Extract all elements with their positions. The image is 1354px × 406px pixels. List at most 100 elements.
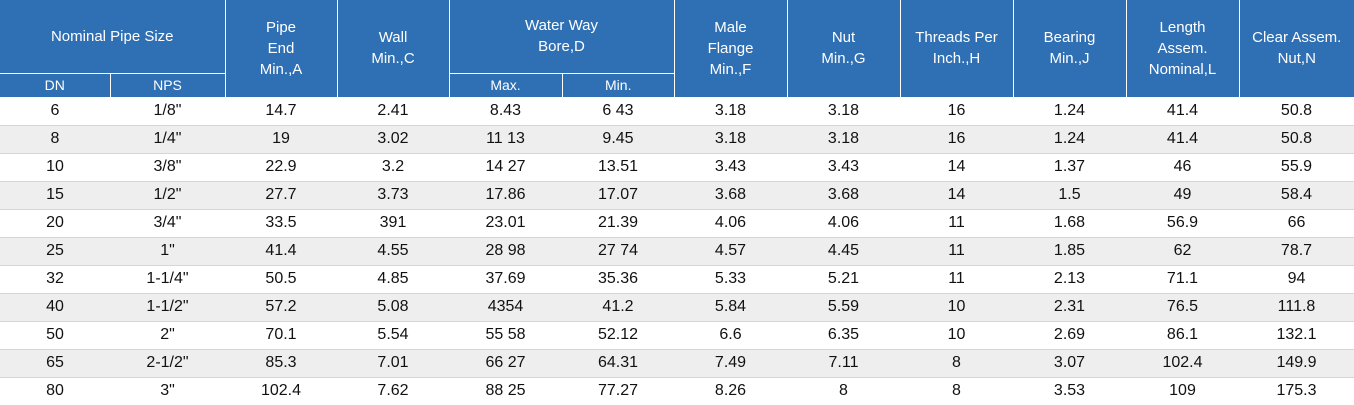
cell-threads: 16 [900,125,1013,154]
table-row: 15 1/2" 27.7 3.73 17.86 17.07 3.68 3.68 14 1.5 49 5… [0,181,1354,210]
table-row: 8 1/4" 19 3.02 11 13 9.45 3.18 3.18 16 1.24 41.4 50… [0,125,1354,154]
cell-nut: 5.59 [787,293,900,322]
cell-nps: 3/4" [110,209,225,238]
cell-nut: 5.21 [787,265,900,294]
cell-threads: 16 [900,97,1013,126]
cell-male-flange: 3.43 [674,153,787,182]
cell-bore-max: 28 98 [449,237,562,266]
cell-pipe-end: 14.7 [225,97,337,126]
cell-wall: 7.62 [337,377,449,406]
cell-wall: 3.2 [337,153,449,182]
cell-clear: 58.4 [1239,181,1354,210]
cell-wall: 4.85 [337,265,449,294]
cell-nps: 1/8" [110,97,225,126]
table-row: 6 1/8" 14.7 2.41 8.43 6 43 3.18 3.18 16 1.24 41.4 5… [0,97,1354,126]
cell-bore-min: 41.2 [562,293,674,322]
cell-length: 76.5 [1126,293,1239,322]
cell-clear: 78.7 [1239,237,1354,266]
cell-length: 71.1 [1126,265,1239,294]
cell-bore-max: 17.86 [449,181,562,210]
header-pipe-end: Pipe End Min.,A [225,0,338,98]
cell-nps: 2" [110,321,225,350]
cell-dn: 65 [0,349,110,378]
header-male-flange: Male Flange Min.,F [674,0,788,98]
cell-clear: 50.8 [1239,125,1354,154]
cell-threads: 8 [900,349,1013,378]
table-row: 25 1" 41.4 4.55 28 98 27 74 4.57 4.45 11 1.85 62 78… [0,237,1354,266]
cell-pipe-end: 57.2 [225,293,337,322]
cell-nut: 3.18 [787,97,900,126]
cell-clear: 111.8 [1239,293,1354,322]
header-water-way: Water Way Bore,D [449,0,675,74]
cell-bore-min: 6 43 [562,97,674,126]
cell-male-flange: 6.6 [674,321,787,350]
cell-nps: 1-1/4" [110,265,225,294]
cell-bore-min: 17.07 [562,181,674,210]
table-row: 50 2" 70.1 5.54 55 58 52.12 6.6 6.35 10 2.69 86.1 1… [0,321,1354,350]
cell-dn: 20 [0,209,110,238]
cell-dn: 6 [0,97,110,126]
cell-nps: 1/4" [110,125,225,154]
cell-threads: 11 [900,237,1013,266]
header-row: Nominal Pipe Size Pipe End Min.,A Wall Min.… [0,0,1354,98]
cell-nps: 2-1/2" [110,349,225,378]
cell-threads: 14 [900,181,1013,210]
header-length: Length Assem. Nominal,L [1126,0,1240,98]
cell-bore-min: 27 74 [562,237,674,266]
cell-pipe-end: 33.5 [225,209,337,238]
cell-length: 62 [1126,237,1239,266]
cell-pipe-end: 27.7 [225,181,337,210]
cell-bore-min: 21.39 [562,209,674,238]
table-row: 65 2-1/2" 85.3 7.01 66 27 64.31 7.49 7.11 8 3.07 1… [0,349,1354,378]
cell-wall: 4.55 [337,237,449,266]
cell-pipe-end: 85.3 [225,349,337,378]
cell-nps: 1-1/2" [110,293,225,322]
cell-nut: 6.35 [787,321,900,350]
cell-bore-max: 37.69 [449,265,562,294]
cell-clear: 132.1 [1239,321,1354,350]
cell-nut: 7.11 [787,349,900,378]
cell-male-flange: 7.49 [674,349,787,378]
header-dn: DN [0,73,111,98]
cell-nut: 8 [787,377,900,406]
cell-bore-max: 23.01 [449,209,562,238]
cell-nps: 3" [110,377,225,406]
cell-bearing: 1.24 [1013,125,1126,154]
cell-male-flange: 4.06 [674,209,787,238]
cell-bearing: 1.24 [1013,97,1126,126]
cell-clear: 94 [1239,265,1354,294]
table-row: 40 1-1/2" 57.2 5.08 4354 41.2 5.84 5.59 10 2.31 76… [0,293,1354,322]
cell-pipe-end: 19 [225,125,337,154]
cell-nps: 1/2" [110,181,225,210]
cell-clear: 50.8 [1239,97,1354,126]
table-row: 80 3" 102.4 7.62 88 25 77.27 8.26 8 8 3.53 109 175.… [0,377,1354,406]
cell-length: 49 [1126,181,1239,210]
cell-clear: 175.3 [1239,377,1354,406]
cell-length: 41.4 [1126,125,1239,154]
cell-bore-max: 14 27 [449,153,562,182]
cell-bearing: 1.68 [1013,209,1126,238]
cell-bore-min: 52.12 [562,321,674,350]
cell-nut: 3.18 [787,125,900,154]
cell-nut: 3.43 [787,153,900,182]
cell-bore-min: 64.31 [562,349,674,378]
subheader-row: DN NPS Max. Min. [0,73,1354,98]
cell-bore-max: 4354 [449,293,562,322]
table-row: 20 3/4" 33.5 391 23.01 21.39 4.06 4.06 11 1.68 56.… [0,209,1354,238]
cell-bearing: 1.37 [1013,153,1126,182]
cell-threads: 11 [900,209,1013,238]
cell-pipe-end: 22.9 [225,153,337,182]
cell-wall: 2.41 [337,97,449,126]
cell-threads: 11 [900,265,1013,294]
cell-threads: 10 [900,321,1013,350]
cell-nps: 1" [110,237,225,266]
header-nominal-pipe-size: Nominal Pipe Size [0,0,226,74]
cell-wall: 7.01 [337,349,449,378]
cell-wall: 3.73 [337,181,449,210]
cell-bore-max: 88 25 [449,377,562,406]
cell-length: 56.9 [1126,209,1239,238]
cell-clear: 55.9 [1239,153,1354,182]
cell-wall: 5.54 [337,321,449,350]
cell-length: 102.4 [1126,349,1239,378]
